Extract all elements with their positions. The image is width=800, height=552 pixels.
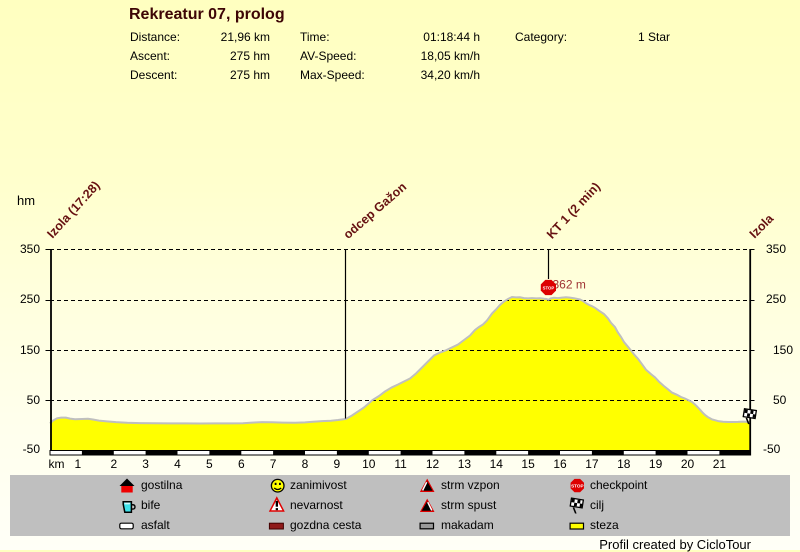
svg-text:KT 1 (2 min): KT 1 (2 min) — [544, 180, 603, 242]
svg-text:STOP: STOP — [571, 483, 583, 488]
svg-text:odcep Gažon: odcep Gažon — [341, 180, 409, 242]
svg-text:STOP: STOP — [543, 285, 555, 290]
svg-text:Izola (17:28): Izola (17:28) — [44, 178, 102, 241]
svg-text:Izola: Izola — [747, 211, 777, 241]
svg-text:362 m: 362 m — [553, 278, 586, 292]
